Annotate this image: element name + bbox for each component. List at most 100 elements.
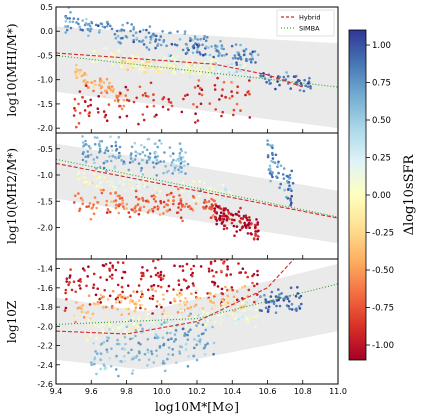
data-point (264, 298, 267, 301)
data-point (84, 73, 88, 77)
data-point (232, 108, 236, 112)
data-point (242, 49, 246, 53)
data-point (198, 86, 202, 90)
data-point (233, 317, 237, 321)
data-point (177, 202, 181, 206)
data-point (93, 79, 97, 83)
data-point (125, 207, 128, 210)
data-point (120, 276, 124, 280)
data-point (109, 184, 112, 187)
data-point (148, 66, 151, 70)
data-point (86, 339, 89, 342)
data-point (98, 165, 102, 169)
data-point (294, 308, 298, 311)
data-point (225, 53, 228, 56)
data-point (78, 90, 82, 93)
panel-hi: 0.5 0.0 -0.5 -1.0 -1.5 -2.0 log10(MHI/M*) (5, 3, 339, 134)
data-point (178, 303, 181, 307)
data-point (204, 328, 207, 332)
data-point (211, 280, 214, 284)
data-point (207, 326, 210, 330)
data-point (289, 286, 293, 290)
data-point (92, 286, 95, 290)
data-point (253, 300, 256, 304)
data-point (163, 56, 166, 59)
data-point (161, 308, 164, 312)
data-point (180, 345, 184, 349)
data-point (191, 274, 194, 278)
data-point (135, 290, 139, 294)
data-point (213, 84, 217, 87)
data-point (109, 365, 113, 368)
data-point (124, 85, 128, 89)
data-point (231, 94, 234, 98)
data-point (122, 205, 125, 208)
panel-h2: -0.5 -1.0 -1.5 -2.0 log10(MH2/M*) (5, 132, 339, 260)
data-point (247, 288, 251, 292)
data-point (121, 36, 124, 40)
data-point (104, 113, 108, 117)
data-point (204, 343, 207, 347)
data-point (219, 322, 222, 326)
data-point (105, 119, 109, 122)
data-point (196, 67, 199, 70)
data-point (196, 199, 200, 202)
data-point (146, 95, 150, 98)
data-point (170, 319, 173, 323)
data-point (99, 276, 102, 279)
data-point (202, 310, 206, 314)
data-point (141, 113, 145, 116)
data-point (132, 28, 135, 31)
data-point (83, 269, 86, 272)
data-point (186, 59, 189, 62)
data-point (125, 325, 129, 329)
data-point (270, 299, 274, 303)
data-point (138, 85, 142, 89)
data-point (221, 110, 224, 114)
data-point (78, 72, 81, 75)
data-point (139, 323, 142, 327)
data-point (66, 25, 70, 28)
data-point (183, 67, 186, 70)
data-point (146, 338, 150, 341)
data-point (267, 308, 270, 311)
data-point (165, 44, 168, 48)
data-point (81, 158, 85, 162)
data-point (148, 152, 152, 155)
data-point (169, 154, 172, 158)
data-point (117, 50, 120, 54)
data-point (169, 31, 172, 35)
panel-hi-yticks: 0.5 0.0 -0.5 -1.0 -1.5 -2.0 (37, 3, 60, 133)
data-point (177, 206, 180, 209)
data-point (105, 169, 108, 173)
data-point (154, 185, 157, 188)
data-point (108, 275, 112, 278)
data-point (204, 56, 208, 60)
data-point (240, 73, 243, 76)
data-point (275, 175, 278, 178)
data-point (104, 262, 108, 266)
data-point (142, 28, 145, 32)
data-point (164, 165, 167, 168)
data-point (149, 62, 153, 66)
data-point (129, 337, 132, 341)
data-point (103, 95, 106, 98)
data-point (92, 212, 96, 216)
data-point (258, 309, 262, 312)
data-point (159, 160, 162, 163)
data-point (254, 230, 257, 233)
data-point (173, 297, 176, 300)
data-point (175, 61, 179, 65)
data-point (250, 297, 253, 301)
data-point (215, 222, 218, 226)
y-tick-label: -1.6 (37, 284, 53, 293)
data-point (262, 72, 265, 75)
data-point (147, 31, 151, 35)
data-point (75, 76, 79, 79)
data-point (255, 299, 259, 303)
data-point (123, 359, 127, 363)
data-point (90, 20, 93, 24)
data-point (266, 310, 270, 313)
data-point (243, 285, 247, 288)
data-point (99, 293, 103, 297)
